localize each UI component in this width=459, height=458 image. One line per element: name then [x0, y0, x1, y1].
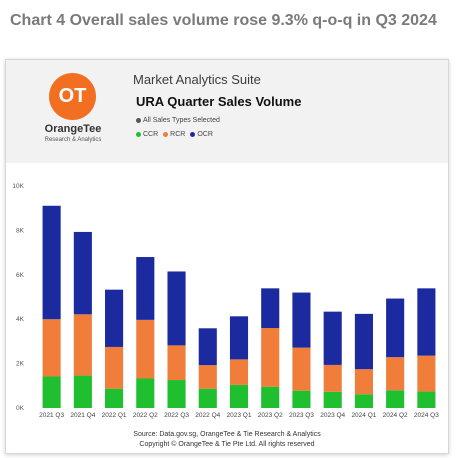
bar-rcr [136, 319, 155, 379]
bar-ccr [73, 375, 92, 408]
x-tick-label: 2024 Q3 [414, 412, 439, 419]
logo-tagline: Research & Analytics [44, 137, 102, 143]
bar-ccr [167, 380, 186, 408]
bar-chart: 0K 2K 4K 6K 8K 10K 2021 Q3 2021 Q4 2022 Q1 2022 Q… [12, 183, 439, 419]
bar-ocr [136, 257, 155, 320]
legend-item-ocr[interactable]: OCR [190, 131, 213, 138]
bar-rcr [292, 347, 311, 391]
page-heading: Chart 4 Overall sales volume rose 9.3% q… [10, 12, 437, 29]
filter-dot-icon [136, 118, 141, 123]
bar-ccr [136, 378, 155, 408]
bar-ocr [105, 289, 124, 347]
x-tick-label: 2022 Q4 [195, 412, 220, 419]
bar-rcr [386, 357, 405, 391]
sales-type-filter[interactable]: All Sales Types Selected [136, 117, 220, 124]
x-tick-label: 2023 Q4 [320, 412, 345, 419]
bar-rcr [73, 314, 92, 376]
bar-ccr [198, 388, 217, 408]
bar-ccr [229, 384, 249, 408]
legend-dot-icon [163, 132, 169, 137]
bar-ocr [261, 288, 280, 329]
x-tick-label: 2022 Q2 [133, 412, 158, 419]
y-tick-label: 6K [16, 272, 25, 279]
card-header: OT OrangeTee Research & Analytics Market… [6, 60, 448, 163]
bar-rcr [261, 328, 280, 387]
legend: CCR RCR OCR [136, 131, 218, 138]
bar-ocr [42, 205, 61, 320]
logo-mark: OT [58, 85, 87, 107]
x-tick-label: 2024 Q1 [351, 412, 376, 419]
bar-ocr [198, 328, 217, 366]
bar-ocr [167, 271, 186, 346]
bar-ocr [386, 298, 405, 358]
legend-label: OCR [197, 131, 213, 138]
bar-rcr [42, 319, 61, 377]
legend-item-ccr[interactable]: CCR [136, 131, 158, 138]
x-tick-label: 2022 Q1 [102, 412, 127, 419]
bar-ccr [417, 391, 436, 408]
bar-ccr [323, 391, 342, 408]
x-tick-label: 2022 Q3 [164, 412, 189, 419]
legend-label: RCR [170, 131, 186, 138]
x-tick-label: 2021 Q3 [39, 412, 64, 419]
bar-rcr [198, 365, 217, 389]
bar-rcr [229, 359, 249, 385]
bar-rcr [167, 345, 186, 381]
filter-label: All Sales Types Selected [143, 117, 220, 124]
bar-ocr [417, 288, 436, 356]
y-tick-label: 4K [16, 316, 25, 323]
bar-ccr [386, 390, 405, 408]
y-tick-label: 0K [16, 405, 25, 412]
copyright-line: Copyright © OrangeTee & Tie Pte Ltd. All… [139, 441, 315, 448]
x-tick-label: 2023 Q2 [258, 412, 283, 419]
x-tick-label: 2021 Q4 [70, 412, 95, 419]
dashboard-card: OT OrangeTee Research & Analytics Market… [5, 59, 449, 454]
legend-label: CCR [143, 131, 159, 138]
source-line: Source: Data.gov.sg, OrangeTee & Tie Res… [133, 431, 321, 438]
bar-ocr [323, 311, 342, 365]
bar-ccr [105, 388, 124, 408]
legend-dot-icon [136, 132, 141, 137]
legend-item-rcr[interactable]: RCR [163, 131, 185, 138]
x-tick-label: 2023 Q3 [289, 412, 314, 419]
suite-title: Market Analytics Suite [133, 72, 261, 87]
bar-ocr [354, 313, 373, 370]
bar-ocr [229, 316, 249, 360]
orangetee-logo-icon: OT [49, 73, 96, 120]
x-tick-label: 2024 Q2 [383, 412, 408, 419]
bar-rcr [417, 355, 436, 392]
source-note: Source: Data.gov.sg, OrangeTee & Tie Res… [6, 430, 448, 450]
bar-ccr [261, 386, 280, 408]
bar-ccr [292, 390, 311, 408]
bar-ccr [42, 376, 61, 408]
bar-ocr [73, 231, 92, 315]
bar-rcr [354, 369, 373, 395]
bar-ocr [292, 292, 311, 348]
bar-rcr [323, 364, 342, 392]
legend-dot-icon [190, 132, 196, 137]
chart-title: URA Quarter Sales Volume [136, 94, 302, 109]
logo-name: OrangeTee [44, 123, 102, 135]
y-tick-label: 2K [16, 361, 25, 368]
bar-rcr [105, 346, 124, 389]
y-tick-label: 10K [12, 183, 24, 190]
y-tick-label: 8K [16, 227, 25, 234]
bar-ccr [354, 394, 373, 408]
x-tick-label: 2023 Q1 [227, 412, 252, 419]
